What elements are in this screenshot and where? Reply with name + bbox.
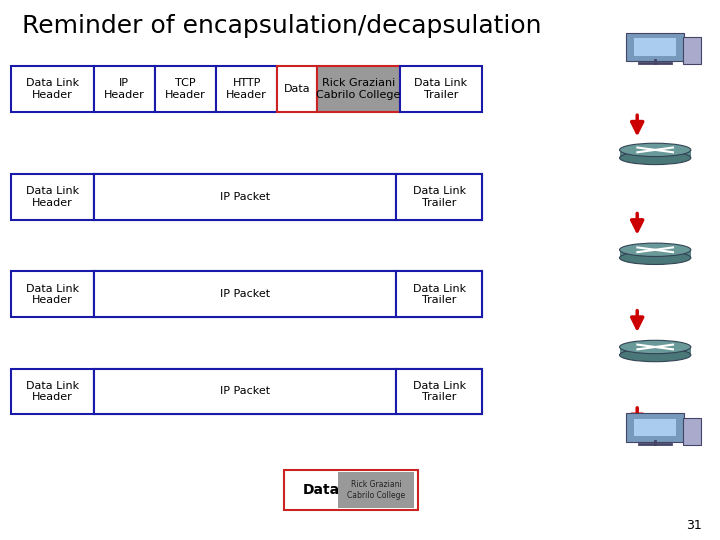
- Text: Data Link
Header: Data Link Header: [26, 186, 78, 208]
- Ellipse shape: [620, 151, 691, 165]
- Text: Data Link
Header: Data Link Header: [26, 381, 78, 402]
- FancyBboxPatch shape: [396, 174, 482, 220]
- Text: Rick Graziani
Cabrilo College: Rick Graziani Cabrilo College: [347, 481, 405, 500]
- Text: Data Link
Trailer: Data Link Trailer: [415, 78, 467, 100]
- Text: IP Packet: IP Packet: [263, 387, 313, 396]
- Ellipse shape: [620, 251, 691, 265]
- FancyBboxPatch shape: [155, 66, 216, 112]
- Text: Data Link
Trailer: Data Link Trailer: [413, 381, 466, 402]
- Text: Reminder of encapsulation/decapsulation: Reminder of encapsulation/decapsulation: [22, 14, 541, 37]
- FancyBboxPatch shape: [626, 413, 684, 442]
- Text: IP Packet: IP Packet: [220, 387, 270, 396]
- FancyBboxPatch shape: [338, 472, 414, 508]
- Text: 31: 31: [686, 519, 702, 532]
- Text: IP
Header: IP Header: [104, 78, 145, 100]
- FancyBboxPatch shape: [396, 271, 482, 317]
- FancyBboxPatch shape: [94, 174, 396, 220]
- FancyBboxPatch shape: [94, 368, 482, 415]
- Text: Rick Graziani
Cabrilo College: Rick Graziani Cabrilo College: [316, 78, 400, 100]
- Text: HTTP
Header: HTTP Header: [226, 78, 267, 100]
- Ellipse shape: [620, 243, 691, 256]
- FancyBboxPatch shape: [216, 66, 277, 112]
- Text: IP Packet: IP Packet: [220, 192, 270, 202]
- Text: Data Link
Trailer: Data Link Trailer: [413, 284, 466, 305]
- FancyBboxPatch shape: [396, 368, 482, 415]
- FancyBboxPatch shape: [626, 32, 684, 62]
- FancyBboxPatch shape: [277, 66, 317, 112]
- Text: TCP
Header: TCP Header: [165, 78, 206, 100]
- Text: IP Packet: IP Packet: [220, 289, 270, 299]
- FancyBboxPatch shape: [11, 66, 94, 112]
- FancyBboxPatch shape: [683, 418, 701, 445]
- Text: Data: Data: [302, 483, 340, 497]
- FancyBboxPatch shape: [620, 347, 691, 355]
- FancyBboxPatch shape: [284, 470, 418, 510]
- Ellipse shape: [620, 143, 691, 157]
- FancyBboxPatch shape: [620, 250, 691, 258]
- FancyBboxPatch shape: [94, 271, 396, 317]
- Text: Data Link
Header: Data Link Header: [26, 78, 78, 100]
- Text: Data: Data: [284, 84, 310, 94]
- FancyBboxPatch shape: [11, 271, 94, 317]
- FancyBboxPatch shape: [634, 419, 676, 436]
- FancyBboxPatch shape: [94, 368, 396, 415]
- FancyBboxPatch shape: [11, 174, 94, 220]
- Text: IP Packet: IP Packet: [263, 289, 313, 299]
- FancyBboxPatch shape: [683, 37, 701, 64]
- Text: Data Link
Header: Data Link Header: [26, 284, 78, 305]
- FancyBboxPatch shape: [317, 66, 400, 112]
- FancyBboxPatch shape: [634, 38, 676, 56]
- FancyBboxPatch shape: [11, 368, 94, 415]
- FancyBboxPatch shape: [94, 174, 482, 220]
- Text: Data Link
Trailer: Data Link Trailer: [413, 186, 466, 208]
- Ellipse shape: [620, 348, 691, 362]
- Text: IP Packet: IP Packet: [263, 192, 313, 202]
- Ellipse shape: [620, 340, 691, 354]
- FancyBboxPatch shape: [400, 66, 482, 112]
- FancyBboxPatch shape: [620, 150, 691, 158]
- FancyBboxPatch shape: [94, 271, 482, 317]
- FancyBboxPatch shape: [94, 66, 155, 112]
